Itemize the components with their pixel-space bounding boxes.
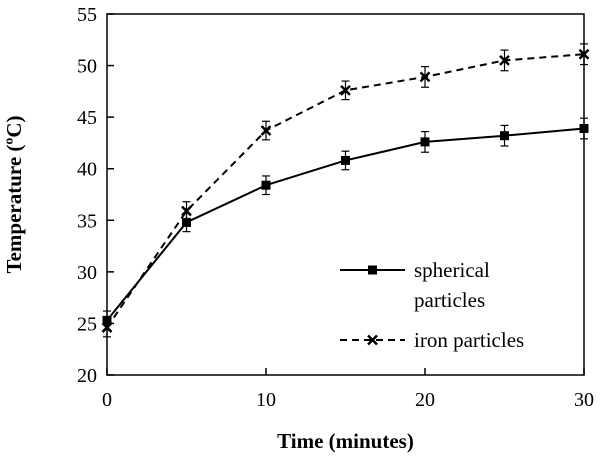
x-marker-stroke (260, 125, 272, 136)
legend-label-iron: iron particles (414, 328, 524, 352)
plot-frame (106, 13, 585, 376)
square-marker (420, 137, 430, 147)
y-tick-label: 55 (77, 4, 97, 26)
y-tick-label: 35 (77, 210, 97, 232)
y-tick-label: 20 (77, 365, 97, 387)
y-tick-label: 50 (77, 56, 97, 78)
series-layer (101, 43, 590, 338)
x-tick-label: 20 (415, 389, 435, 411)
square-marker (182, 217, 191, 227)
y-tick-label: 40 (77, 159, 97, 181)
y-tick-label: 30 (77, 262, 97, 284)
legend: spherical particles iron particles (340, 258, 524, 352)
x-marker (419, 71, 431, 83)
x-marker (499, 55, 510, 66)
y-tick-label: 25 (77, 313, 97, 335)
axis-ticks: 20 25 30 35 40 45 50 55 0 10 20 30 (77, 4, 594, 411)
legend-label-spherical: particles (414, 288, 485, 312)
x-axis-title: Time (minutes) (277, 429, 414, 453)
x-tick-label: 30 (574, 389, 594, 411)
x-tick-label: 0 (102, 389, 112, 411)
square-marker (341, 155, 350, 165)
x-marker (367, 334, 378, 346)
y-tick-label: 45 (77, 107, 97, 129)
x-marker-stroke (181, 205, 192, 217)
x-marker-stroke (499, 55, 510, 66)
x-marker-stroke (340, 84, 351, 96)
legend-label-spherical: spherical (414, 258, 490, 282)
square-marker (261, 180, 271, 190)
x-marker (340, 84, 351, 96)
x-marker (260, 125, 272, 136)
x-marker-stroke (419, 71, 431, 83)
x-tick-label: 10 (256, 389, 276, 411)
x-marker-stroke (367, 334, 378, 346)
square-marker (500, 131, 509, 141)
x-marker (181, 205, 192, 217)
y-axis-title: Temperature (ºC) (2, 116, 26, 274)
square-marker (368, 265, 377, 275)
